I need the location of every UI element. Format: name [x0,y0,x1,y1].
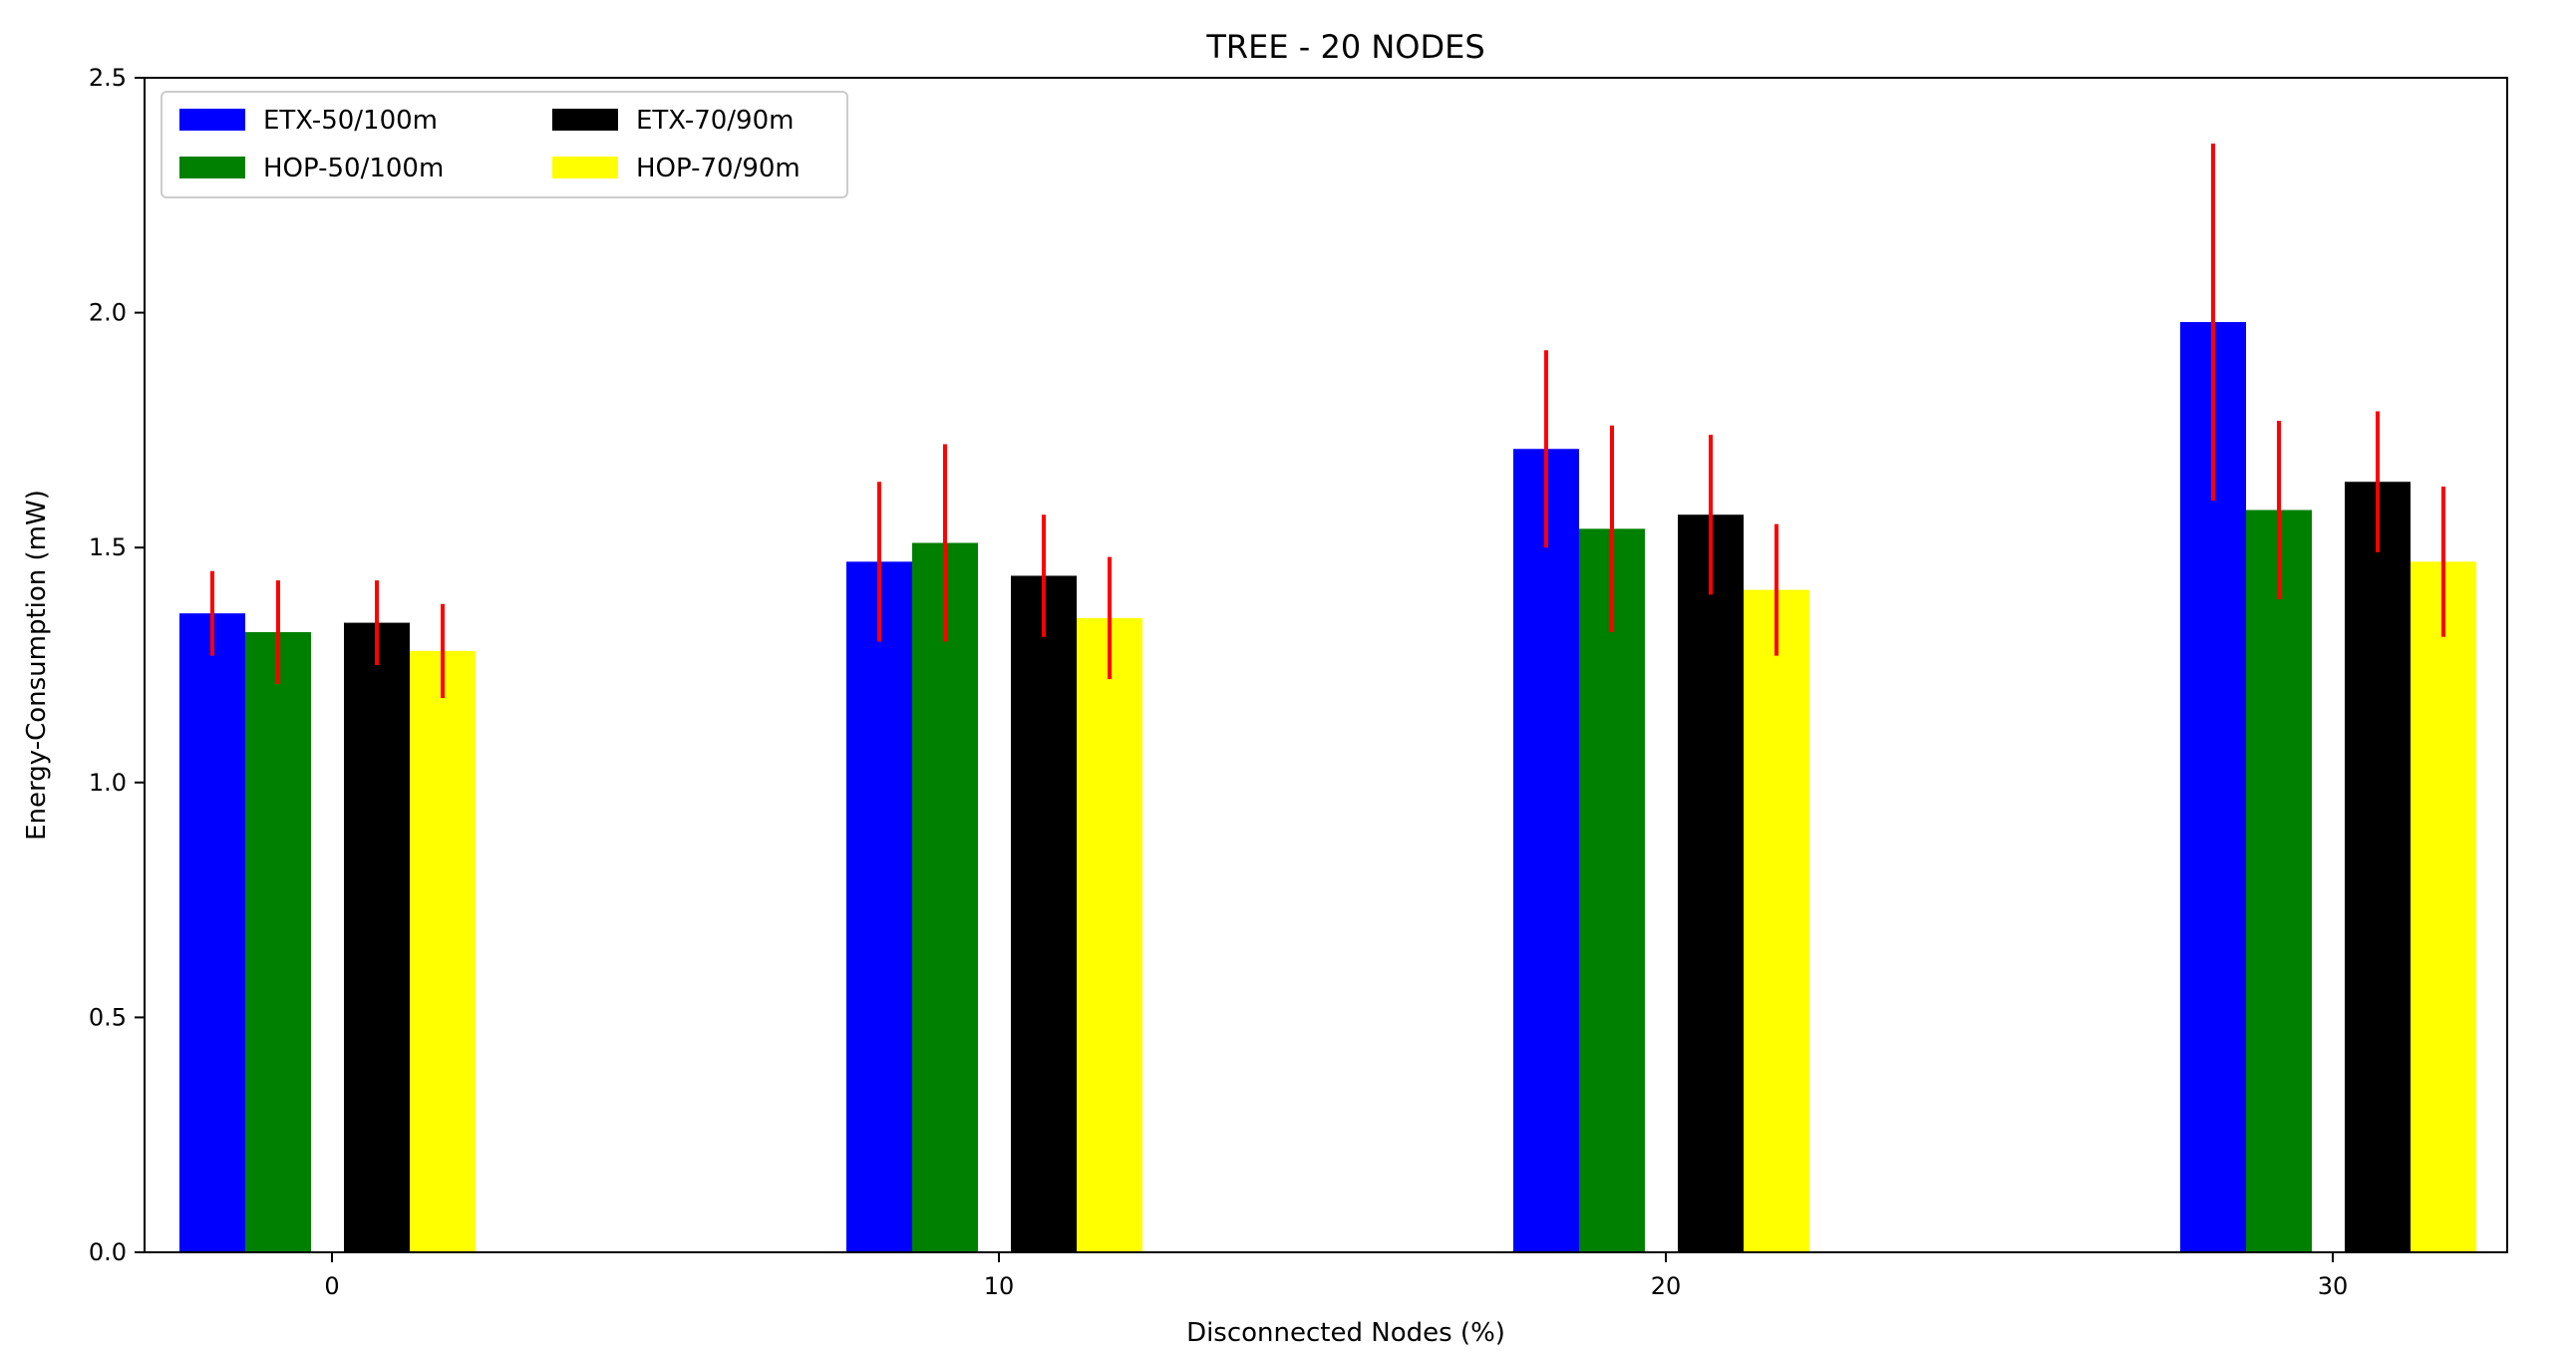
x-tick-label: 20 [1651,1272,1682,1300]
bar [245,632,311,1252]
legend-swatch [179,109,245,131]
bar [912,542,978,1252]
legend-swatch [179,157,245,178]
bar [344,622,410,1252]
bar [846,561,912,1252]
bar [2345,482,2411,1252]
legend-label: ETX-70/90m [636,106,794,136]
y-tick-label: 1.0 [89,769,127,797]
legend-label: ETX-50/100m [263,106,438,136]
legend-swatch [552,109,618,131]
bar [1744,589,1809,1252]
plot-frame [144,77,2508,1253]
bar [1077,617,1142,1252]
legend-label: HOP-70/90m [636,154,801,183]
plot-area [179,143,2476,1252]
bar [1678,514,1744,1252]
x-tick-label: 0 [324,1272,339,1300]
x-axis-label: Disconnected Nodes (%) [1186,1318,1505,1348]
y-tick-label: 1.5 [89,533,127,561]
y-axis-label: Energy-Consumption (mW) [22,490,52,841]
bar [410,650,476,1252]
x-axis: 0 10 20 30 [324,1252,2348,1300]
x-tick-label: 10 [984,1272,1015,1300]
chart-title: TREE - 20 NODES [1205,28,1484,66]
bar [1513,449,1579,1252]
legend: ETX-50/100m HOP-50/100m ETX-70/90m HOP-70/9… [161,91,848,198]
bar [2246,509,2312,1252]
y-tick-label: 0.0 [89,1238,127,1266]
y-tick-label: 2.0 [89,299,127,327]
y-tick-label: 0.5 [89,1003,127,1031]
y-axis: 0.0 0.5 1.0 1.5 2.0 2.5 [89,64,145,1266]
bar [179,613,245,1252]
legend-label: HOP-50/100m [263,154,444,183]
bar [1579,528,1645,1252]
legend-swatch [552,157,618,178]
bar [1011,575,1077,1252]
x-tick-label: 30 [2318,1272,2349,1300]
y-tick-label: 2.5 [89,64,127,92]
legend-box [161,91,848,198]
bar [2411,561,2476,1252]
